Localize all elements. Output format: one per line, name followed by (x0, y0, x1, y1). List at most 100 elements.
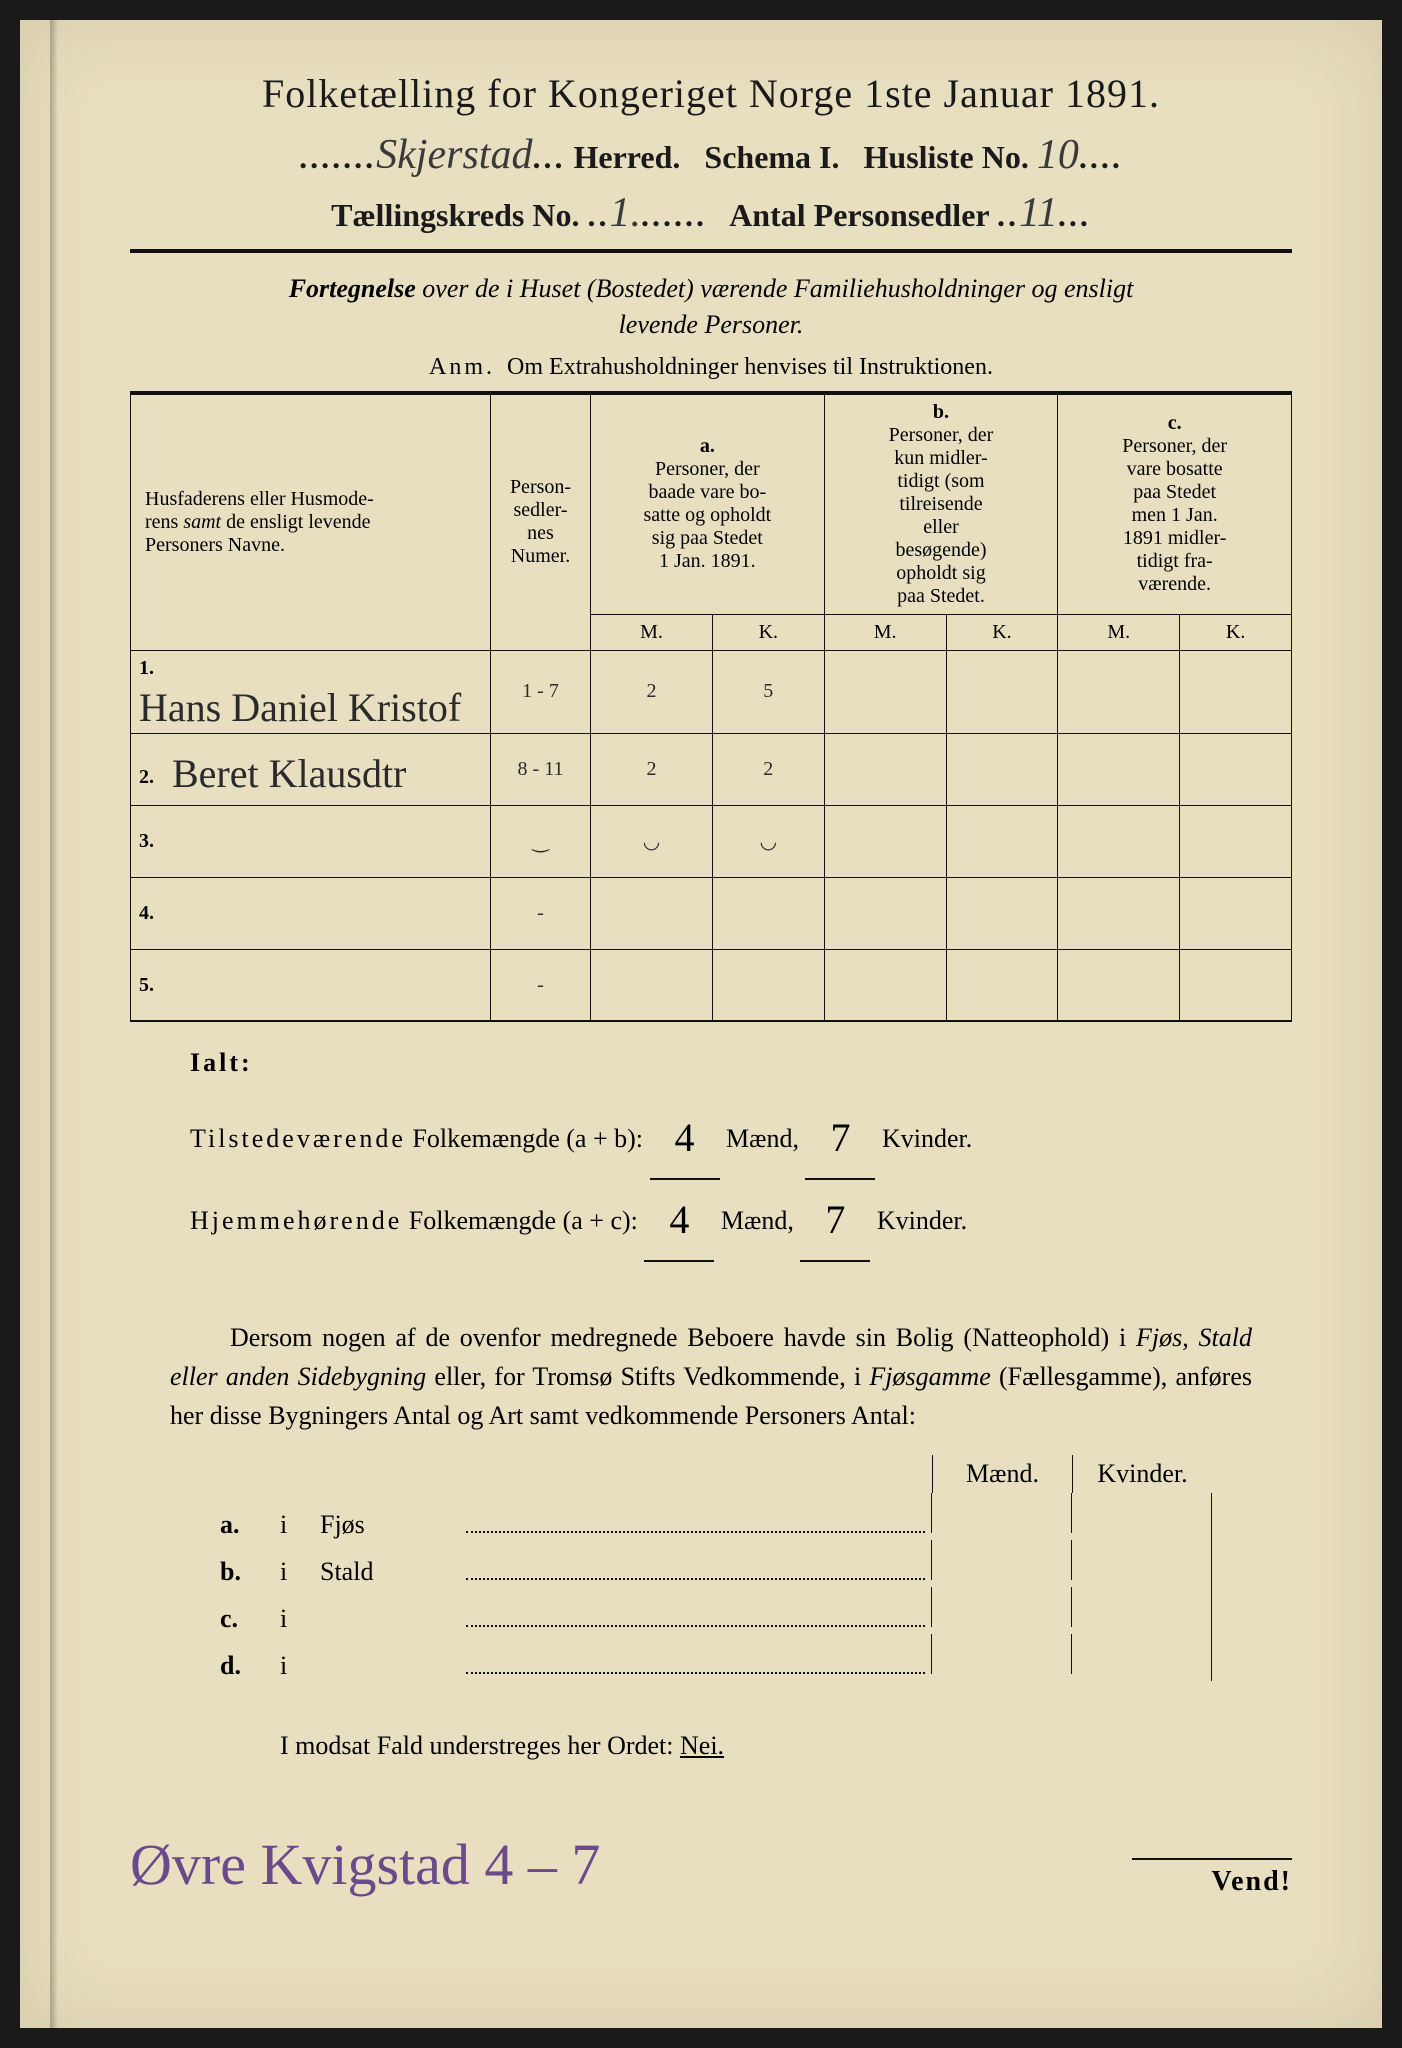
a-m-cell: 2 (591, 733, 713, 805)
b-m-cell (824, 650, 946, 733)
col-a-k: K. (712, 614, 824, 650)
numer-cell: - (491, 877, 591, 949)
kvinder-cell (1071, 1634, 1211, 1674)
ialt-label: Ialt: (190, 1048, 1292, 1078)
anm-text: Om Extrahusholdninger henvises til Instr… (507, 354, 993, 380)
header-line-2: Tællingskreds No. ..1....... Antal Perso… (130, 189, 1292, 237)
husliste-label: Husliste No. (864, 139, 1029, 175)
numer-cell: ‿ (491, 805, 591, 877)
col-c: c. Personer, dervare bosattepaa Stedetme… (1058, 393, 1292, 615)
name-cell: 2. Beret Klausdtr (131, 733, 491, 805)
a-m-cell: 2 (591, 650, 713, 733)
maend-col: Mænd. (932, 1455, 1072, 1493)
a-k-cell (712, 949, 824, 1021)
list-item: a.iFjøs (220, 1493, 1212, 1540)
c-m-cell (1058, 949, 1180, 1021)
schema-label: Schema I. (704, 139, 839, 175)
c-m-cell (1058, 877, 1180, 949)
name-cell: 5. (131, 949, 491, 1021)
antal-handwritten: 11 (1019, 190, 1058, 236)
c-k-cell (1180, 805, 1292, 877)
b-m-cell (824, 877, 946, 949)
a-k-cell (712, 877, 824, 949)
table-row: 1. Hans Daniel Kristof1 - 725 (131, 650, 1292, 733)
mk-header: Mænd. Kvinder. (130, 1455, 1212, 1493)
kvinder-cell (1071, 1493, 1211, 1533)
totals-line-2: Hjemmehørende Folkemængde (a + c): 4 Mæn… (190, 1176, 1292, 1258)
numer-cell: - (491, 949, 591, 1021)
maend-cell (931, 1540, 1071, 1580)
kvinder-cell (1071, 1540, 1211, 1580)
total-ab-m: 4 (650, 1098, 720, 1180)
maend-cell (931, 1634, 1071, 1674)
b-k-cell (946, 733, 1058, 805)
a-k-cell: 5 (712, 650, 824, 733)
kvinder-cell (1071, 1587, 1211, 1627)
name-cell: 4. (131, 877, 491, 949)
c-m-cell (1058, 650, 1180, 733)
vend-label: Vend! (1132, 1858, 1292, 1898)
nei-line: I modsat Fald understreges her Ordet: Ne… (280, 1731, 1292, 1761)
nei-word: Nei. (680, 1731, 724, 1760)
name-cell: 1. Hans Daniel Kristof (131, 650, 491, 733)
total-ac-k: 7 (800, 1180, 870, 1262)
name-cell: 3. (131, 805, 491, 877)
antal-label: Antal Personsedler (729, 197, 989, 233)
b-k-cell (946, 877, 1058, 949)
table-row: 3. ‿◡◡ (131, 805, 1292, 877)
building-list: a.iFjøsb.iStaldc.id.i (220, 1493, 1212, 1681)
col-c-m: M. (1058, 614, 1180, 650)
a-k-cell: 2 (712, 733, 824, 805)
table-row: 5. - (131, 949, 1292, 1021)
a-m-cell (591, 949, 713, 1021)
b-k-cell (946, 650, 1058, 733)
col-a-m: M. (591, 614, 713, 650)
col-c-k: K. (1180, 614, 1292, 650)
total-ab-k: 7 (805, 1098, 875, 1180)
table-row: 4. - (131, 877, 1292, 949)
header-line-1: .......Skjerstad... Herred. Schema I. Hu… (130, 131, 1292, 179)
totals-line-1: Tilstedeværende Folkemængde (a + b): 4 M… (190, 1094, 1292, 1176)
col-numer: Person-sedler-nesNumer. (491, 393, 591, 651)
numer-cell: 8 - 11 (491, 733, 591, 805)
c-m-cell (1058, 805, 1180, 877)
col-names: Husfaderens eller Husmode-rens samt de e… (131, 393, 491, 651)
census-form-page: Folketælling for Kongeriget Norge 1ste J… (20, 20, 1382, 2028)
maend-cell (931, 1587, 1071, 1627)
kvinder-col: Kvinder. (1072, 1455, 1212, 1493)
b-k-cell (946, 949, 1058, 1021)
total-ac-m: 4 (644, 1180, 714, 1262)
list-item: b.iStald (220, 1540, 1212, 1587)
divider (130, 249, 1292, 253)
a-m-cell (591, 877, 713, 949)
husliste-handwritten: 10 (1037, 132, 1079, 178)
b-m-cell (824, 733, 946, 805)
list-item: d.i (220, 1634, 1212, 1681)
col-b: b. Personer, derkun midler-tidigt (somti… (824, 393, 1058, 615)
b-m-cell (824, 949, 946, 1021)
a-m-cell: ◡ (591, 805, 713, 877)
a-k-cell: ◡ (712, 805, 824, 877)
kreds-label: Tællingskreds No. (331, 197, 579, 233)
c-k-cell (1180, 949, 1292, 1021)
totals-block: Tilstedeværende Folkemængde (a + b): 4 M… (190, 1094, 1292, 1258)
col-b-m: M. (824, 614, 946, 650)
col-b-k: K. (946, 614, 1058, 650)
page-bottom: Øvre Kvigstad 4 – 7 Vend! (130, 1831, 1292, 1898)
kreds-handwritten: 1. (609, 190, 641, 236)
c-k-cell (1180, 877, 1292, 949)
b-k-cell (946, 805, 1058, 877)
maend-cell (931, 1493, 1071, 1533)
annotation-line: Anm. Om Extrahusholdninger henvises til … (130, 354, 1292, 381)
c-k-cell (1180, 650, 1292, 733)
list-item: c.i (220, 1587, 1212, 1634)
numer-cell: 1 - 7 (491, 650, 591, 733)
herred-label: Herred. (573, 139, 680, 175)
c-k-cell (1180, 733, 1292, 805)
anm-lead: Anm. (429, 354, 495, 380)
bottom-handwritten: Øvre Kvigstad 4 – 7 (130, 1831, 600, 1898)
page-title: Folketælling for Kongeriget Norge 1ste J… (130, 70, 1292, 117)
herred-handwritten: Skjerstad (376, 132, 532, 178)
col-a: a. Personer, derbaade vare bo-satte og o… (591, 393, 825, 615)
form-subtitle: Fortegnelse over de i Huset (Bostedet) v… (130, 271, 1292, 344)
